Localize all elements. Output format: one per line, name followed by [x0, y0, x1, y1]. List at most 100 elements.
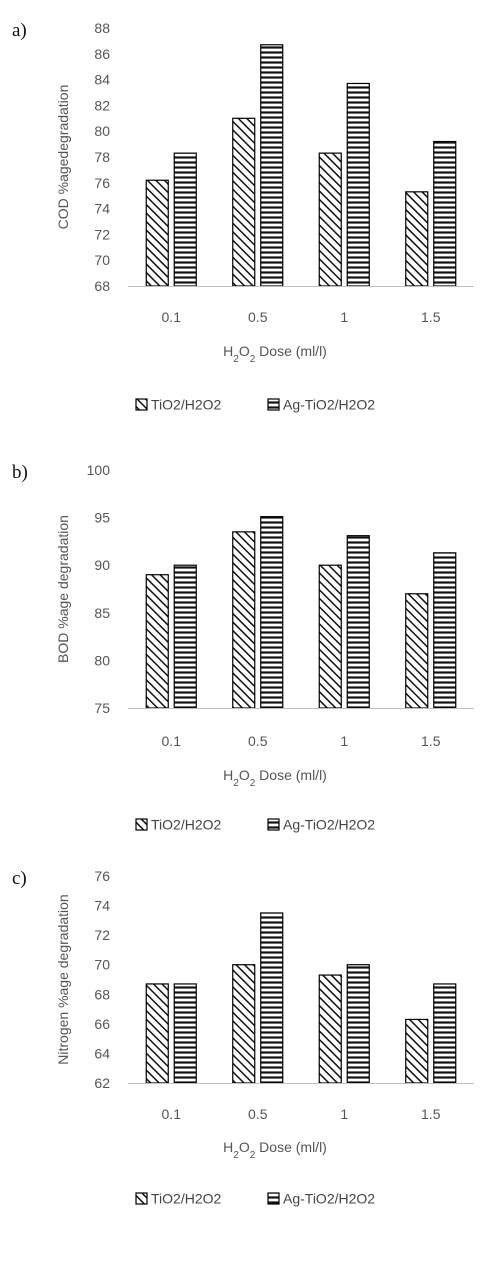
- legend-label: TiO2/H2O2: [151, 397, 221, 413]
- x-axis-title-part: H: [223, 767, 233, 783]
- legend-label: TiO2/H2O2: [151, 1191, 221, 1207]
- x-axis-title-subscript: 2: [233, 778, 239, 789]
- y-tick-label: 78: [94, 149, 110, 165]
- y-tick-label: 68: [94, 986, 110, 1002]
- panel-label: a): [12, 20, 27, 41]
- x-tick-label: 0.5: [248, 1106, 268, 1122]
- y-tick-label: 90: [94, 557, 110, 573]
- y-tick-label: 85: [94, 605, 110, 621]
- y-tick-label: 84: [94, 72, 110, 88]
- x-axis-title-subscript: 2: [250, 1150, 256, 1161]
- bar-ag-tio2-1: [346, 82, 370, 287]
- legend: TiO2/H2O2 Ag-TiO2/H2O2: [135, 1191, 375, 1207]
- y-tick-label: 75: [94, 700, 110, 716]
- y-tick-label: 70: [94, 252, 110, 268]
- x-tick-label: 1: [340, 309, 348, 325]
- x-tick-label: 1.5: [421, 309, 441, 325]
- y-tick-label: 66: [94, 1016, 110, 1032]
- bar-tio2-1: [318, 974, 342, 1084]
- x-tick-label: 0.1: [162, 309, 182, 325]
- x-axis-title-part: O: [239, 343, 250, 359]
- bar-tio2-1.5: [405, 191, 429, 287]
- legend-swatch: [267, 818, 280, 831]
- y-tick-label: 86: [94, 46, 110, 62]
- panel-label: b): [12, 462, 28, 483]
- legend-label: Ag-TiO2/H2O2: [283, 1191, 375, 1207]
- legend-label: Ag-TiO2/H2O2: [283, 817, 375, 833]
- y-tick-label: 76: [94, 868, 110, 884]
- x-tick-label: 1: [340, 733, 348, 749]
- bar-tio2-0.5: [232, 964, 256, 1084]
- bar-ag-tio2-1: [346, 535, 370, 709]
- legend-swatch: [135, 818, 148, 831]
- x-axis-title-subscript: 2: [250, 778, 256, 789]
- legend-label: Ag-TiO2/H2O2: [283, 397, 375, 413]
- x-axis-title-part: H: [223, 1139, 233, 1155]
- y-axis-title: Nitrogen %age degradation: [55, 894, 71, 1064]
- x-tick-label: 1.5: [421, 733, 441, 749]
- bar-ag-tio2-1: [346, 964, 370, 1084]
- chart-panel-2: b) 75 80 85 90 95 100 BOD %age degradation 0.1 0.…: [12, 462, 474, 833]
- y-tick-label: 80: [94, 652, 110, 668]
- y-tick-label: 88: [94, 20, 110, 36]
- y-tick-label: 80: [94, 123, 110, 139]
- y-tick-label: 64: [94, 1045, 110, 1061]
- legend-label: TiO2/H2O2: [151, 817, 221, 833]
- legend: TiO2/H2O2 Ag-TiO2/H2O2: [135, 397, 375, 413]
- x-axis-title-subscript: 2: [233, 1150, 239, 1161]
- x-axis-title: H2O2 Dose (ml/l): [223, 343, 327, 365]
- bar-ag-tio2-0.5: [260, 516, 284, 709]
- panel-label: c): [12, 868, 27, 889]
- x-axis-title: H2O2 Dose (ml/l): [223, 1139, 327, 1161]
- y-tick-label: 72: [94, 927, 110, 943]
- bar-ag-tio2-1.5: [433, 140, 457, 287]
- y-tick-label: 74: [94, 201, 110, 217]
- x-axis-title-part: Dose (ml/l): [255, 1139, 327, 1155]
- x-axis-title-part: Dose (ml/l): [255, 343, 327, 359]
- legend-swatch: [267, 1192, 280, 1205]
- x-axis-title: H2O2 Dose (ml/l): [223, 767, 327, 789]
- x-tick-label: 1: [340, 1106, 348, 1122]
- x-tick-label: 0.5: [248, 733, 268, 749]
- bar-ag-tio2-1.5: [433, 983, 457, 1084]
- bar-ag-tio2-0.1: [173, 564, 197, 709]
- chart-panel-1: a) 68 70 72 74 76 78 80 82 84 86 88 COD %agedegradat…: [12, 20, 474, 413]
- y-tick-label: 70: [94, 957, 110, 973]
- bar-ag-tio2-0.1: [173, 152, 197, 287]
- legend-swatch: [135, 398, 148, 411]
- x-tick-label: 1.5: [421, 1106, 441, 1122]
- y-tick-label: 82: [94, 97, 110, 113]
- bar-tio2-1: [318, 152, 342, 287]
- bar-tio2-1.5: [405, 593, 429, 709]
- x-axis-title-part: H: [223, 343, 233, 359]
- bar-tio2-0.1: [145, 574, 169, 709]
- y-tick-label: 72: [94, 226, 110, 242]
- y-tick-label: 62: [94, 1075, 110, 1091]
- bar-tio2-0.1: [145, 179, 169, 287]
- y-tick-label: 76: [94, 175, 110, 191]
- y-tick-label: 100: [87, 462, 111, 478]
- x-tick-label: 0.1: [162, 733, 182, 749]
- bar-tio2-1.5: [405, 1018, 429, 1084]
- x-tick-label: 0.1: [162, 1106, 182, 1122]
- y-tick-label: 95: [94, 510, 110, 526]
- legend-swatch: [267, 398, 280, 411]
- bar-ag-tio2-1.5: [433, 552, 457, 709]
- x-axis-title-subscript: 2: [233, 354, 239, 365]
- bar-tio2-0.1: [145, 983, 169, 1084]
- y-tick-label: 74: [94, 898, 110, 914]
- x-axis-title-part: O: [239, 1139, 250, 1155]
- bar-ag-tio2-0.5: [260, 44, 284, 287]
- bar-tio2-1: [318, 564, 342, 709]
- x-axis-title-part: Dose (ml/l): [255, 767, 327, 783]
- bar-ag-tio2-0.5: [260, 912, 284, 1084]
- bar-tio2-0.5: [232, 117, 256, 287]
- y-tick-label: 68: [94, 278, 110, 294]
- legend: TiO2/H2O2 Ag-TiO2/H2O2: [135, 817, 375, 833]
- y-axis-title: BOD %age degradation: [55, 515, 71, 663]
- x-axis-title-subscript: 2: [250, 354, 256, 365]
- x-tick-label: 0.5: [248, 309, 268, 325]
- y-axis-title: COD %agedegradation: [55, 85, 71, 230]
- legend-swatch: [135, 1192, 148, 1205]
